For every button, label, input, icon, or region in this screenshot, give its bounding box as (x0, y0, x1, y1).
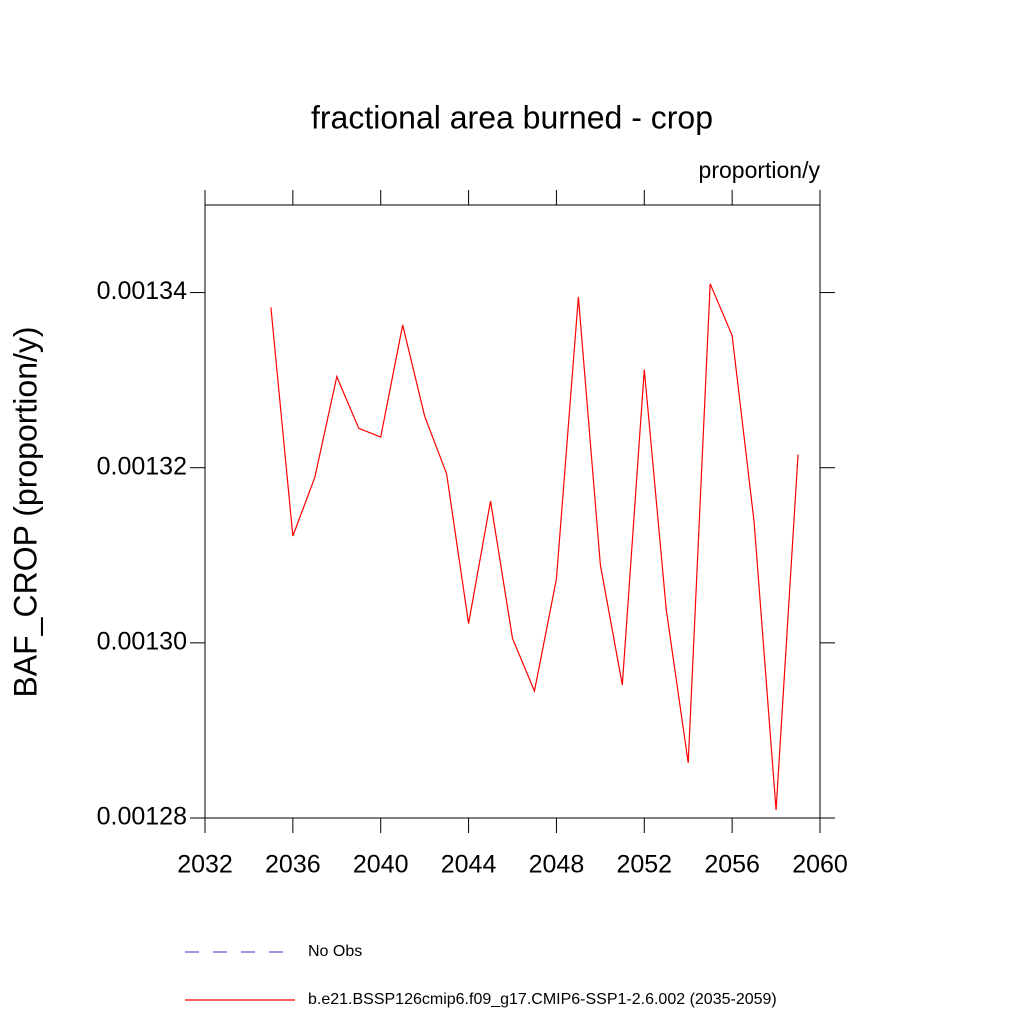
y-tick-label: 0.00130 (97, 627, 187, 655)
y-tick-label: 0.00132 (97, 452, 187, 480)
y-axis-title: BAF_CROP (proportion/y) (7, 326, 43, 697)
x-tick-label: 2032 (177, 851, 233, 879)
x-tick-label: 2044 (441, 851, 497, 879)
y-tick-label: 0.00128 (97, 803, 187, 831)
chart-title: fractional area burned - crop (311, 99, 713, 135)
x-tick-label: 2060 (792, 851, 848, 879)
x-tick-label: 2048 (529, 851, 585, 879)
x-tick-label: 2056 (704, 851, 760, 879)
plot-frame (204, 204, 821, 819)
legend-label: No Obs (308, 943, 362, 960)
data-line (270, 283, 799, 811)
x-tick-label: 2036 (265, 851, 321, 879)
x-tick-label: 2040 (353, 851, 409, 879)
x-tick-label: 2052 (616, 851, 672, 879)
legend-label: b.e21.BSSP126cmip6.f09_g17.CMIP6-SSP1-2.… (308, 991, 777, 1008)
units-label: proportion/y (699, 157, 821, 183)
y-tick-label: 0.00134 (97, 277, 187, 305)
